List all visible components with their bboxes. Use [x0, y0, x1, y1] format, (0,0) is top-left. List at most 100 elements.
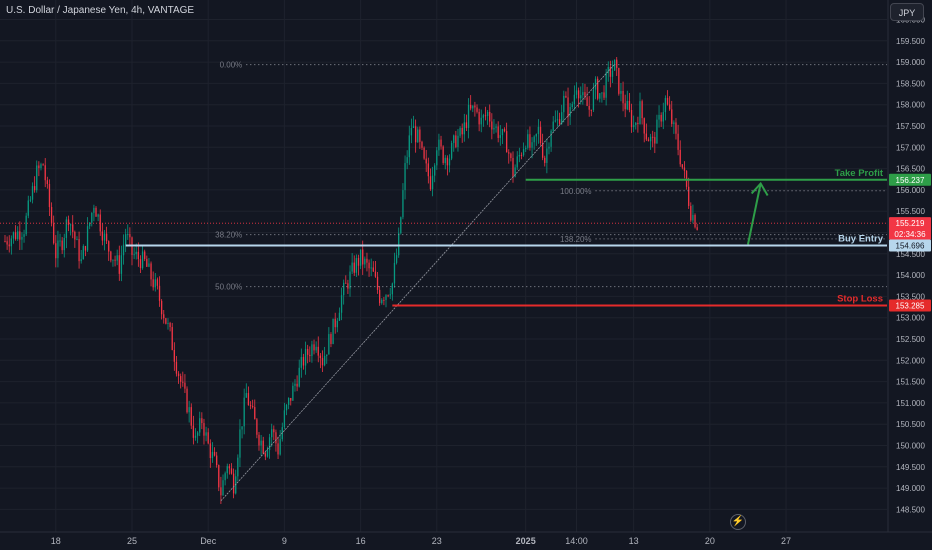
- candle-body: [228, 466, 231, 469]
- axis-price-tag: [889, 299, 931, 312]
- candle-body: [597, 78, 599, 99]
- y-tick-label: 153.500: [896, 292, 925, 301]
- y-tick-label: 156.000: [896, 186, 925, 195]
- candle-body: [254, 407, 256, 420]
- candle-body: [241, 426, 243, 430]
- candle-body: [690, 205, 692, 221]
- candle-body: [175, 361, 178, 374]
- axis-price-tag-text: 154.696: [896, 241, 925, 250]
- candle-body: [480, 117, 482, 125]
- candle-body: [103, 233, 106, 241]
- candle-body: [61, 240, 63, 251]
- candle-body: [565, 95, 567, 98]
- candle-body: [21, 236, 23, 240]
- candle-body: [429, 176, 432, 190]
- candle-body: [495, 126, 497, 128]
- candle-body: [243, 397, 245, 427]
- y-tick-label: 159.500: [896, 37, 925, 46]
- candle-body: [14, 232, 17, 239]
- candle-body: [99, 214, 101, 232]
- x-tick-label: 16: [356, 536, 366, 546]
- candle-body: [364, 258, 366, 265]
- candle-body: [601, 92, 603, 94]
- candle-body: [622, 91, 624, 104]
- candle-body: [444, 157, 446, 164]
- candle-body: [50, 207, 53, 224]
- candle-body: [497, 126, 499, 138]
- candle-body: [167, 323, 169, 325]
- candle-body: [146, 258, 148, 267]
- candle-body: [404, 163, 406, 191]
- candle-body: [266, 450, 269, 457]
- candle-body: [205, 432, 207, 436]
- currency-button[interactable]: JPY: [890, 3, 924, 21]
- candle-body: [82, 246, 84, 260]
- candle-body: [546, 148, 548, 163]
- candle-body: [590, 109, 592, 111]
- candle-body: [571, 104, 573, 108]
- candle-body: [465, 122, 468, 129]
- candle-body: [550, 130, 552, 147]
- candle-body: [541, 143, 544, 158]
- candle-body: [182, 381, 184, 383]
- axis-price-tag: [889, 173, 931, 186]
- candle-body: [31, 186, 34, 200]
- candle-body: [442, 146, 444, 164]
- axis-price-tag-text: 155.219: [896, 219, 925, 228]
- candle-body: [414, 126, 417, 143]
- candle-body: [141, 251, 144, 269]
- candle-body: [245, 393, 247, 398]
- candle-body: [343, 282, 345, 296]
- candle-body: [516, 156, 518, 168]
- price-axis[interactable]: [888, 0, 932, 550]
- candle-body: [135, 251, 137, 255]
- arrow-up-icon[interactable]: [746, 183, 762, 245]
- candle-body: [675, 122, 677, 134]
- candle-body: [116, 255, 118, 261]
- candle-body: [624, 103, 626, 110]
- candle-body: [160, 300, 163, 315]
- candle-body: [438, 139, 440, 151]
- candle-body: [472, 105, 474, 109]
- candle-body: [279, 439, 281, 455]
- candle-body: [544, 157, 546, 163]
- candle-body: [120, 255, 123, 274]
- fib-trendline[interactable]: [220, 63, 615, 502]
- symbol-title: U.S. Dollar / Japanese Yen, 4h, VANTAGE: [6, 5, 195, 16]
- axis-price-tag-text: 02:34:36: [894, 230, 926, 239]
- candle-body: [25, 215, 27, 235]
- candle-body: [359, 249, 362, 266]
- candle-body: [419, 129, 421, 142]
- candle-body: [273, 429, 275, 433]
- candle-body: [23, 234, 25, 237]
- candle-body: [319, 355, 322, 359]
- candle-body: [59, 240, 61, 242]
- candle-body: [635, 122, 637, 126]
- candle-body: [561, 112, 563, 124]
- candle-body: [72, 224, 74, 232]
- candle-body: [639, 101, 641, 125]
- arrow-head: [750, 181, 769, 197]
- x-tick-label: 27: [781, 536, 791, 546]
- candle-body: [554, 120, 556, 122]
- x-tick-label: 20: [705, 536, 715, 546]
- candle-body: [309, 354, 311, 356]
- candle-body: [42, 164, 44, 166]
- candle-body: [453, 135, 455, 143]
- candle-body: [402, 190, 404, 218]
- candle-body: [398, 233, 400, 256]
- candle-body: [251, 406, 254, 408]
- candle-body: [476, 107, 478, 112]
- candle-body: [692, 215, 694, 221]
- candle-body: [531, 142, 533, 148]
- bolt-icon[interactable]: ⚡: [730, 514, 746, 530]
- candle-body: [605, 72, 607, 98]
- candle-body: [65, 219, 68, 238]
- candle-body: [249, 405, 252, 407]
- candle-body: [569, 107, 571, 117]
- candle-body: [177, 373, 180, 377]
- candle-body: [347, 283, 349, 289]
- candle-body: [577, 90, 580, 99]
- candle-body: [493, 127, 495, 130]
